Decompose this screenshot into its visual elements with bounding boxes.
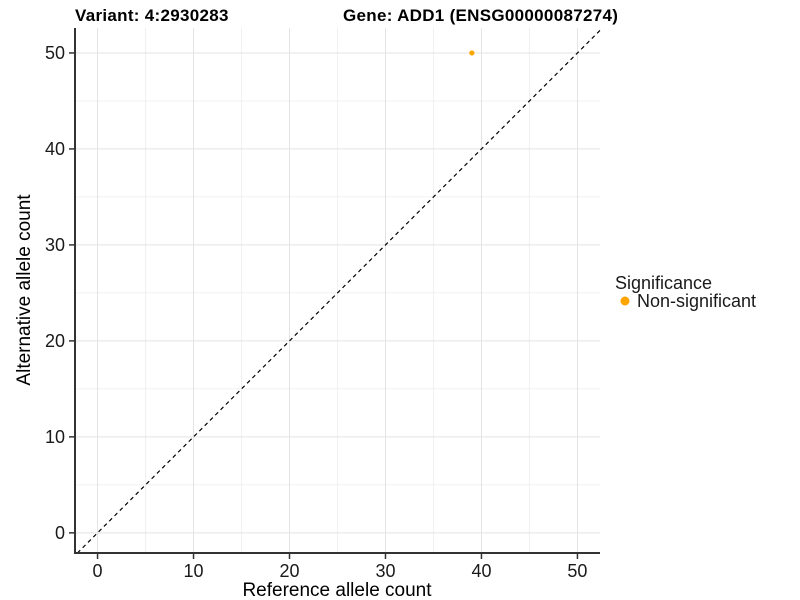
legend-title: Significance bbox=[615, 273, 712, 293]
x-tick-label: 20 bbox=[279, 561, 299, 581]
data-points bbox=[469, 50, 475, 56]
data-point bbox=[469, 50, 475, 56]
x-axis-ticks bbox=[96, 554, 579, 559]
legend-key-dot-icon bbox=[620, 296, 630, 306]
identity-line bbox=[76, 29, 601, 554]
x-tick-label: 40 bbox=[471, 561, 491, 581]
y-tick-label: 20 bbox=[45, 331, 65, 351]
plot-title-gene: Gene: ADD1 (ENSG00000087274) bbox=[343, 6, 618, 25]
major-gridlines bbox=[75, 28, 600, 553]
y-axis-label: Alternative allele count bbox=[14, 194, 35, 386]
x-tick-label: 10 bbox=[184, 561, 204, 581]
minor-gridlines bbox=[75, 28, 600, 553]
x-axis-tick-labels: 0 10 20 30 40 50 bbox=[93, 561, 588, 581]
x-tick-label: 50 bbox=[567, 561, 587, 581]
x-axis-label: Reference allele count bbox=[242, 580, 432, 600]
y-tick-label: 0 bbox=[55, 523, 65, 543]
legend-entry-label: Non-significant bbox=[637, 291, 756, 311]
plot-title-variant: Variant: 4:2930283 bbox=[75, 6, 229, 25]
y-tick-label: 30 bbox=[45, 235, 65, 255]
y-tick-label: 10 bbox=[45, 427, 65, 447]
y-axis-ticks bbox=[69, 52, 74, 534]
y-tick-label: 40 bbox=[45, 139, 65, 159]
legend: Significance Non-significant bbox=[615, 273, 756, 311]
y-tick-label: 50 bbox=[45, 43, 65, 63]
x-tick-label: 30 bbox=[375, 561, 395, 581]
x-tick-label: 0 bbox=[93, 561, 103, 581]
y-axis-tick-labels: 0 10 20 30 40 50 bbox=[45, 43, 65, 543]
